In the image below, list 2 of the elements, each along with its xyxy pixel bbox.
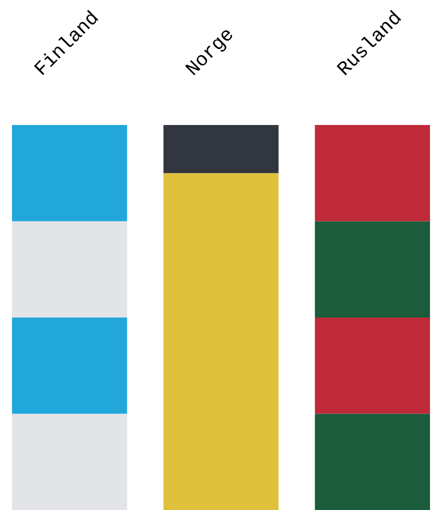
bar <box>163 125 279 174</box>
bar <box>163 173 279 510</box>
